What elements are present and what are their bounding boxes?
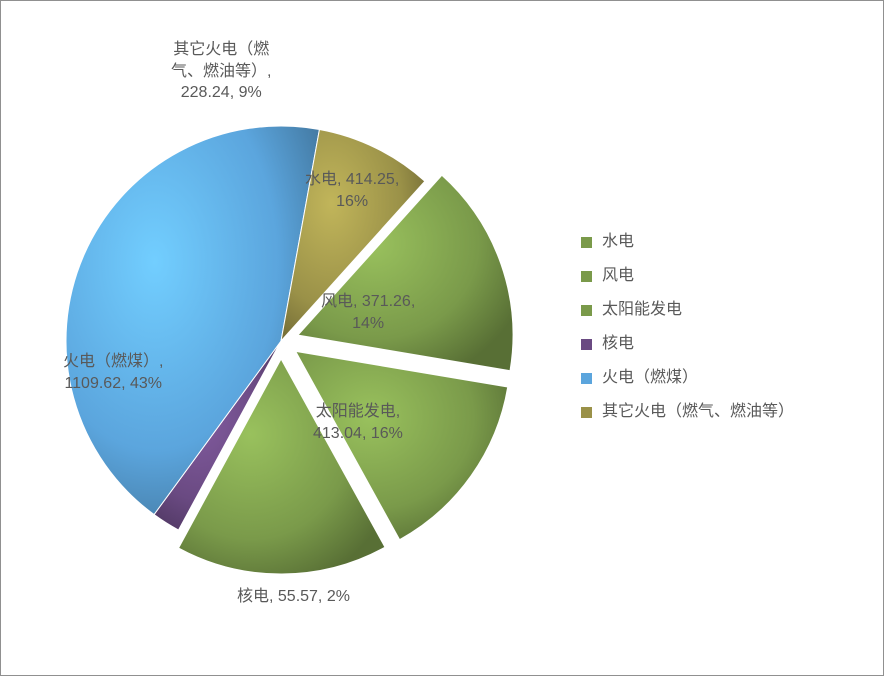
legend-item-4: 火电（燃煤） [581, 362, 794, 394]
legend-item-0: 水电 [581, 226, 794, 258]
legend-item-3: 核电 [581, 328, 794, 360]
legend-item-5: 其它火电（燃气、燃油等） [581, 396, 794, 428]
legend-swatch [581, 373, 592, 384]
legend-label: 火电（燃煤） [602, 362, 698, 394]
legend-label: 核电 [602, 328, 634, 360]
legend-item-1: 风电 [581, 260, 794, 292]
slice-label-0: 水电, 414.25, 16% [305, 169, 399, 212]
legend-label: 风电 [602, 260, 634, 292]
legend: 水电风电太阳能发电核电火电（燃煤）其它火电（燃气、燃油等） [581, 226, 794, 430]
legend-item-2: 太阳能发电 [581, 294, 794, 326]
slice-label-5: 其它火电（燃 气、燃油等）, 228.24, 9% [171, 39, 271, 104]
slice-label-2: 太阳能发电, 413.04, 16% [313, 401, 403, 444]
legend-swatch [581, 407, 592, 418]
legend-swatch [581, 339, 592, 350]
slice-label-1: 风电, 371.26, 14% [321, 291, 415, 334]
chart-container: 水电, 414.25, 16% 风电, 371.26, 14% 太阳能发电, 413… [0, 0, 884, 676]
slice-label-3: 核电, 55.57, 2% [237, 586, 350, 608]
legend-label: 太阳能发电 [602, 294, 682, 326]
legend-label: 其它火电（燃气、燃油等） [602, 396, 794, 428]
slice-label-4: 火电（燃煤）, 1109.62, 43% [63, 351, 163, 394]
legend-swatch [581, 305, 592, 316]
legend-label: 水电 [602, 226, 634, 258]
legend-swatch [581, 237, 592, 248]
pie-chart: 水电, 414.25, 16% 风电, 371.26, 14% 太阳能发电, 413… [1, 1, 561, 677]
legend-swatch [581, 271, 592, 282]
